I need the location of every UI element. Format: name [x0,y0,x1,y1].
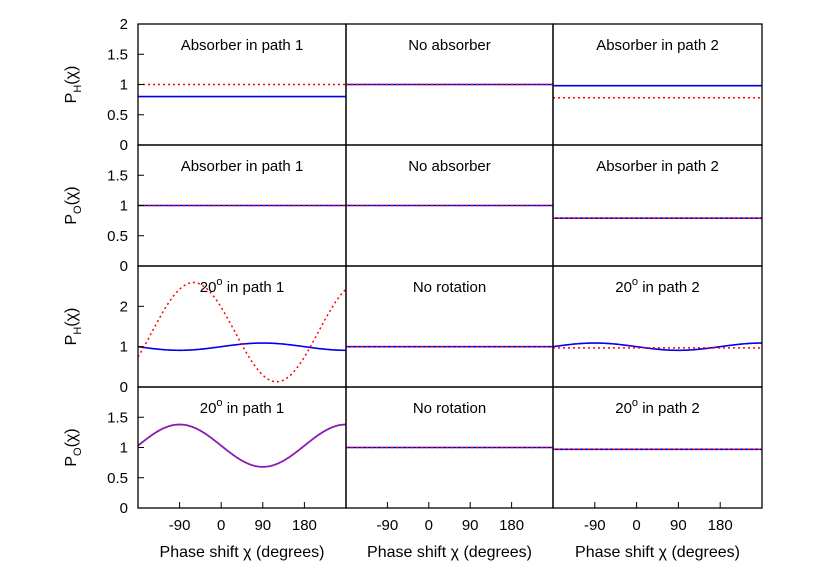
panel-title: 20o in path 2 [615,276,700,296]
y-tick-label: 0 [120,379,128,396]
panel-title: Absorber in path 1 [181,37,304,54]
panel-r0-c1: No absorber [345,23,554,146]
x-tick-label: 180 [499,517,524,534]
x-tick-label: -90 [584,517,606,534]
y-tick-label: 1.5 [107,409,128,426]
x-tick-label: 0 [632,517,640,534]
x-tick-label: -90 [169,517,191,534]
x-tick-label: 180 [292,517,317,534]
x-axis-title: Phase shift χ (degrees) [367,544,532,561]
x-tick-label: 90 [670,517,687,534]
series-line-overlap [138,423,346,468]
panel-r3-c2: -90 0 90 180 20o in path 2 Phase shift χ (deg… [552,386,763,561]
panel-title: No rotation [413,400,486,417]
panel-r1-c1: No absorber [345,144,554,267]
y-tick-label: 0.5 [107,107,128,124]
panel-title: No rotation [413,279,486,296]
panel-r3-c0: 0 0.5 1 1.5 -90 0 90 180 20o in path 1 PO(χ) Phase… [63,386,347,561]
y-tick-label: 1.5 [107,46,128,63]
panel-title: Absorber in path 2 [596,158,719,175]
panel-title: Absorber in path 1 [181,158,304,175]
y-tick-label: 0 [120,258,128,275]
y-tick-label: 0.5 [107,228,128,245]
panel-r2-c1: No rotation [345,265,554,388]
panel-title: No absorber [408,158,491,175]
x-tick-label: 90 [254,517,271,534]
y-tick-label: 0.5 [107,470,128,487]
x-axis-title: Phase shift χ (degrees) [160,544,325,561]
panel-r3-c1: -90 0 90 180 No rotation Phase shift χ (degre… [345,386,554,561]
y-tick-label: 0 [120,137,128,154]
panel-title: 20o in path 2 [615,397,700,417]
x-tick-label: 0 [425,517,433,534]
x-tick-label: 180 [708,517,733,534]
y-axis-title: PO(χ) [63,186,84,224]
series-line-solid [553,342,762,352]
y-tick-label: 1.5 [107,167,128,184]
x-tick-label: 90 [462,517,479,534]
panel-frame [552,386,763,509]
y-axis-title: PO(χ) [63,428,84,466]
y-tick-label: 2 [120,298,128,315]
x-tick-label: -90 [377,517,399,534]
x-tick-label: 0 [217,517,225,534]
x-axis-title: Phase shift χ (degrees) [575,544,740,561]
panel-title: 20o in path 1 [200,276,285,296]
y-tick-label: 0 [120,500,128,517]
panel-title: Absorber in path 2 [596,37,719,54]
y-tick-label: 2 [120,16,128,33]
panel-r2-c2: 20o in path 2 [552,265,763,388]
y-axis-title: PH(χ) [63,308,84,346]
panel-r0-c2: Absorber in path 2 [552,23,763,146]
panel-r1-c0: 0 0.5 1 1.5 Absorber in path 1 PO(χ) [63,144,347,275]
panel-title: No absorber [408,37,491,54]
y-tick-label: 1 [120,77,128,94]
panel-r0-c0: 0 0.5 1 1.5 2 Absorber in path 1 PH(χ) [63,16,347,154]
panel-title: 20o in path 1 [200,397,285,417]
panel-r2-c0: 0 1 2 20o in path 1 PH(χ) [63,265,347,396]
y-tick-label: 1 [120,440,128,457]
series-line-dotted [138,281,346,383]
y-tick-label: 1 [120,339,128,356]
y-tick-label: 1 [120,198,128,215]
panel-r1-c2: Absorber in path 2 [552,144,763,267]
y-axis-title: PH(χ) [63,66,84,104]
